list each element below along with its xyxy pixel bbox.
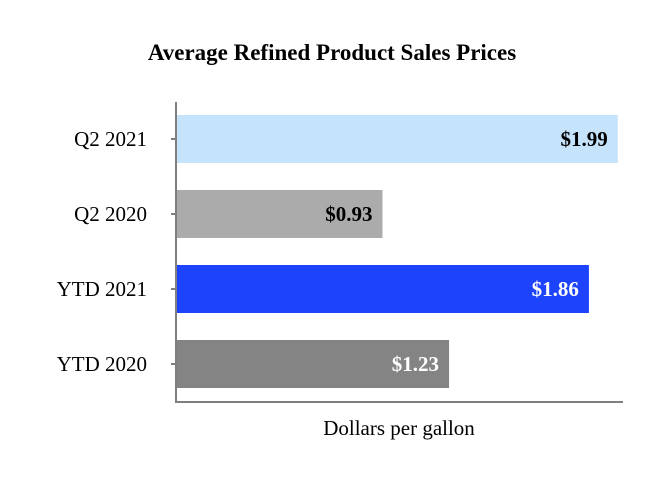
category-label: Q2 2020	[74, 202, 147, 226]
category-labels: Q2 2021 Q2 2020 YTD 2021 YTD 2020	[57, 127, 147, 376]
bar-q2-2020	[177, 190, 383, 238]
category-label: YTD 2020	[57, 352, 147, 376]
category-label: Q2 2021	[74, 127, 147, 151]
bar-ytd-2021	[177, 265, 589, 313]
value-labels: $1.99 $0.93 $1.86 $1.23	[325, 127, 608, 376]
bars-group	[171, 115, 618, 388]
x-axis-label: Dollars per gallon	[323, 416, 475, 440]
data-label: $1.99	[561, 127, 608, 151]
bar-ytd-2020	[177, 340, 450, 388]
data-label: $1.86	[532, 277, 579, 301]
data-label: $1.23	[392, 352, 439, 376]
bar-q2-2021	[177, 115, 618, 163]
chart-title: Average Refined Product Sales Prices	[147, 40, 517, 65]
data-label: $0.93	[325, 202, 372, 226]
axes	[175, 102, 623, 403]
category-label: YTD 2021	[57, 277, 147, 301]
